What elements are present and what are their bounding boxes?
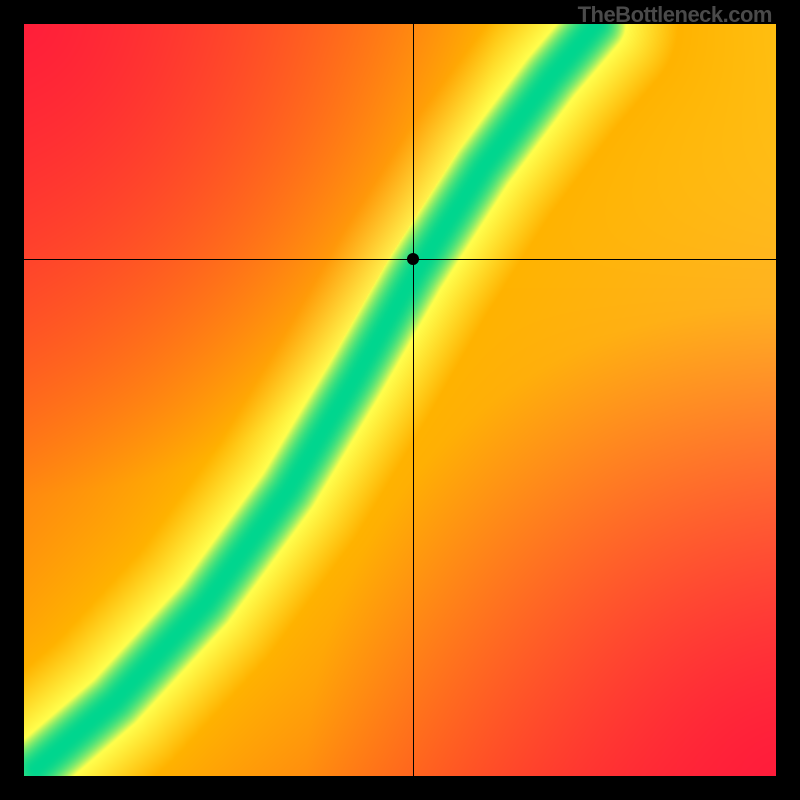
- crosshair-horizontal: [24, 259, 776, 260]
- heatmap-canvas: [24, 24, 776, 776]
- crosshair-marker: [407, 253, 419, 265]
- heatmap-plot: [24, 24, 776, 776]
- watermark-text: TheBottleneck.com: [578, 2, 772, 28]
- crosshair-vertical: [413, 24, 414, 776]
